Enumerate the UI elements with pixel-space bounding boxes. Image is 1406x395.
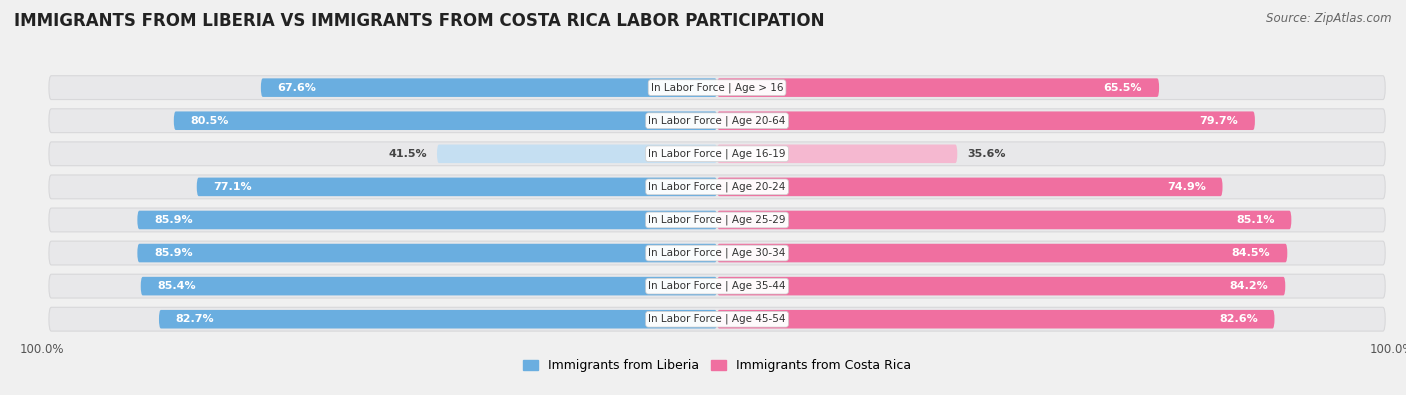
Text: In Labor Force | Age 25-29: In Labor Force | Age 25-29: [648, 215, 786, 225]
Legend: Immigrants from Liberia, Immigrants from Costa Rica: Immigrants from Liberia, Immigrants from…: [517, 354, 917, 377]
Text: In Labor Force | Age 16-19: In Labor Force | Age 16-19: [648, 149, 786, 159]
Text: 84.2%: 84.2%: [1230, 281, 1268, 291]
Text: 35.6%: 35.6%: [967, 149, 1005, 159]
Text: 85.9%: 85.9%: [155, 215, 193, 225]
Text: 67.6%: 67.6%: [278, 83, 316, 93]
Text: 85.4%: 85.4%: [157, 281, 197, 291]
FancyBboxPatch shape: [49, 142, 1385, 166]
FancyBboxPatch shape: [717, 211, 1291, 229]
Text: In Labor Force | Age 20-24: In Labor Force | Age 20-24: [648, 182, 786, 192]
Text: 74.9%: 74.9%: [1167, 182, 1206, 192]
Text: 82.7%: 82.7%: [176, 314, 215, 324]
FancyBboxPatch shape: [49, 109, 1385, 133]
FancyBboxPatch shape: [717, 145, 957, 163]
Text: 82.6%: 82.6%: [1219, 314, 1257, 324]
FancyBboxPatch shape: [138, 211, 717, 229]
FancyBboxPatch shape: [437, 145, 717, 163]
FancyBboxPatch shape: [262, 78, 717, 97]
Text: 85.1%: 85.1%: [1236, 215, 1274, 225]
Text: 77.1%: 77.1%: [214, 182, 252, 192]
FancyBboxPatch shape: [49, 175, 1385, 199]
FancyBboxPatch shape: [49, 76, 1385, 100]
Text: In Labor Force | Age 20-64: In Labor Force | Age 20-64: [648, 115, 786, 126]
FancyBboxPatch shape: [49, 274, 1385, 298]
FancyBboxPatch shape: [49, 241, 1385, 265]
Text: 79.7%: 79.7%: [1199, 116, 1239, 126]
Text: 80.5%: 80.5%: [191, 116, 229, 126]
FancyBboxPatch shape: [197, 178, 717, 196]
Text: 85.9%: 85.9%: [155, 248, 193, 258]
Text: 41.5%: 41.5%: [388, 149, 427, 159]
Text: In Labor Force | Age 45-54: In Labor Force | Age 45-54: [648, 314, 786, 324]
FancyBboxPatch shape: [717, 111, 1256, 130]
FancyBboxPatch shape: [717, 310, 1274, 329]
Text: 84.5%: 84.5%: [1232, 248, 1271, 258]
FancyBboxPatch shape: [717, 277, 1285, 295]
FancyBboxPatch shape: [138, 244, 717, 262]
FancyBboxPatch shape: [159, 310, 717, 329]
Text: In Labor Force | Age 35-44: In Labor Force | Age 35-44: [648, 281, 786, 292]
FancyBboxPatch shape: [717, 78, 1159, 97]
FancyBboxPatch shape: [717, 178, 1223, 196]
FancyBboxPatch shape: [174, 111, 717, 130]
Text: IMMIGRANTS FROM LIBERIA VS IMMIGRANTS FROM COSTA RICA LABOR PARTICIPATION: IMMIGRANTS FROM LIBERIA VS IMMIGRANTS FR…: [14, 12, 824, 30]
FancyBboxPatch shape: [141, 277, 717, 295]
Text: In Labor Force | Age > 16: In Labor Force | Age > 16: [651, 83, 783, 93]
Text: In Labor Force | Age 30-34: In Labor Force | Age 30-34: [648, 248, 786, 258]
FancyBboxPatch shape: [717, 244, 1288, 262]
FancyBboxPatch shape: [49, 208, 1385, 232]
Text: 65.5%: 65.5%: [1104, 83, 1142, 93]
Text: Source: ZipAtlas.com: Source: ZipAtlas.com: [1267, 12, 1392, 25]
FancyBboxPatch shape: [49, 307, 1385, 331]
